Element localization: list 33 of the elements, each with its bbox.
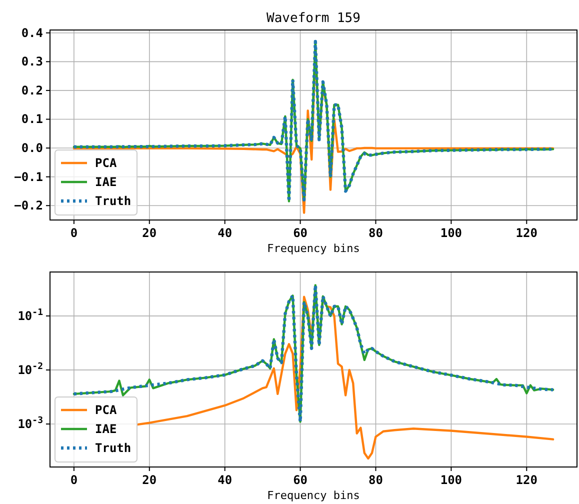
x-tick-label: 120: [516, 226, 538, 240]
legend-label: PCA: [95, 156, 118, 170]
y-tick-label: 10$^{-3}$: [18, 416, 43, 431]
x-tick-label: 80: [368, 226, 383, 240]
legend-label: IAE: [95, 175, 117, 189]
y-tick-label: 0.2: [21, 83, 43, 98]
x-tick-label: 40: [218, 473, 232, 487]
x-tick-label: 100: [440, 473, 462, 487]
x-tick-label: 60: [293, 226, 308, 240]
y-tick-label: −0.2: [14, 198, 43, 213]
y-tick-label: 10$^{-1}$: [18, 308, 43, 323]
x-tick-label: 20: [142, 226, 157, 240]
y-tick-label: 0.4: [21, 26, 43, 40]
y-tick-label: 0.1: [21, 112, 43, 126]
x-tick-label: 0: [70, 473, 78, 487]
x-tick-label: 40: [218, 226, 232, 240]
chart-title: Waveform 159: [266, 11, 360, 26]
legend-label: Truth: [95, 441, 132, 455]
x-axis-title: Frequency bins: [267, 242, 360, 255]
y-tick-label: −0.1: [14, 170, 43, 184]
x-tick-label: 80: [368, 473, 383, 487]
x-tick-label: 100: [440, 226, 462, 240]
legend-label: IAE: [95, 422, 117, 436]
x-tick-label: 120: [516, 473, 538, 487]
x-tick-label: 60: [293, 473, 308, 487]
x-tick-label: 20: [142, 473, 157, 487]
legend-label: PCA: [95, 403, 118, 417]
y-tick-label: 10$^{-2}$: [18, 362, 43, 377]
y-tick-label: 0.0: [21, 141, 43, 156]
x-tick-label: 0: [70, 226, 78, 240]
y-tick-label: 0.3: [21, 54, 43, 69]
x-axis-title: Frequency bins: [267, 489, 360, 502]
legend-label: Truth: [95, 194, 132, 208]
